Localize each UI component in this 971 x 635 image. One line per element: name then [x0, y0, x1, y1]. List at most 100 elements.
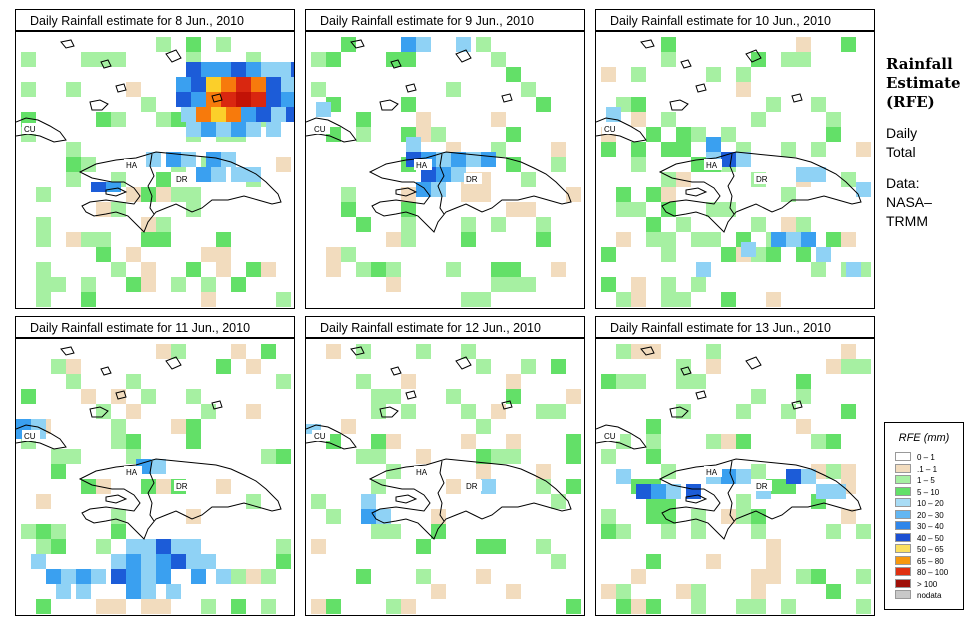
rain-cell-heavy — [186, 122, 201, 137]
rain-cell — [661, 247, 676, 262]
islet-4 — [115, 83, 127, 93]
islet-5 — [501, 93, 513, 103]
rain-cell — [506, 67, 521, 82]
rain-cell — [171, 187, 186, 202]
map-svg: CU HA DR — [596, 37, 871, 307]
legend-label: 5 – 10 — [917, 487, 940, 497]
rain-cell — [781, 187, 796, 202]
islet-2 — [100, 366, 112, 376]
rain-cell — [156, 479, 171, 494]
country-label-ha: HA — [416, 161, 428, 170]
panel-title: Daily Rainfall estimate for 10 Jun., 201… — [595, 9, 875, 31]
legend-item: 30 – 40 — [895, 521, 944, 532]
rain-cell — [551, 494, 566, 509]
rain-cell — [676, 359, 691, 374]
label-bg — [312, 123, 330, 134]
rain-cell — [811, 262, 826, 277]
panel-title: Daily Rainfall estimate for 13 Jun., 201… — [595, 316, 875, 338]
rain-cell — [276, 374, 291, 389]
rain-cell-heavy — [856, 182, 871, 197]
rain-cell — [536, 479, 551, 494]
rainfall-map: CU HA DR — [305, 31, 585, 309]
rain-cell-heavy — [91, 569, 106, 584]
rain-cell — [326, 509, 341, 524]
rain-cell — [721, 434, 736, 449]
rain-cell — [566, 479, 581, 494]
rain-cell — [616, 524, 631, 539]
rain-cell-heavy — [126, 539, 141, 554]
rain-cell — [51, 449, 66, 464]
rain-cell — [156, 217, 171, 232]
rain-cell-heavy — [706, 137, 721, 152]
data-source: Data: NASA– TRMM — [886, 174, 971, 231]
panel-jun-9: Daily Rainfall estimate for 9 Jun., 2010… — [305, 9, 585, 309]
rain-cell — [201, 292, 216, 307]
rain-cell — [141, 277, 156, 292]
rain-cell — [401, 97, 416, 112]
rain-cell — [616, 292, 631, 307]
legend-label: 50 – 65 — [917, 545, 944, 554]
rain-cell — [491, 539, 506, 554]
rfe-title-2: Estimate — [886, 74, 961, 92]
rain-cell — [676, 404, 691, 419]
rain-cell — [506, 584, 521, 599]
rain-cell-heavy — [721, 469, 736, 484]
rain-cell — [521, 277, 536, 292]
rain-cell — [461, 217, 476, 232]
rain-cell — [826, 232, 841, 247]
legend-label: .1 – 1 — [917, 464, 938, 474]
rain-cell — [691, 599, 706, 614]
rain-cell-heavy — [141, 569, 156, 584]
rain-cell-heavy — [251, 92, 266, 107]
rain-cell — [646, 449, 661, 464]
rain-cell — [111, 599, 126, 614]
island-jamaica — [669, 406, 689, 418]
map-svg: CU HA DR — [306, 37, 581, 307]
islet-3 — [455, 49, 472, 63]
legend-swatch — [895, 532, 911, 542]
rain-cell-heavy — [291, 62, 294, 77]
rain-cell-heavy — [196, 167, 211, 182]
gonave-island — [685, 494, 708, 504]
label-bg — [22, 430, 40, 441]
rain-cell — [476, 359, 491, 374]
map-svg: CU HA DR — [16, 344, 291, 614]
rain-cell — [461, 344, 476, 359]
rain-cell — [551, 262, 566, 277]
rain-cell — [691, 374, 706, 389]
rain-cell — [371, 404, 386, 419]
rain-cell — [326, 247, 341, 262]
rain-cell — [341, 187, 356, 202]
rain-cell — [601, 67, 616, 82]
rain-cell — [796, 374, 811, 389]
rain-cell — [201, 277, 216, 292]
rain-cell — [36, 262, 51, 277]
legend-item: nodata — [895, 590, 941, 601]
rain-cell-heavy — [816, 247, 831, 262]
rain-cell — [51, 464, 66, 479]
rain-cell — [661, 232, 676, 247]
rain-cell — [476, 569, 491, 584]
rain-cell — [326, 599, 341, 614]
rain-cell-heavy — [376, 509, 391, 524]
rain-cell — [646, 232, 661, 247]
legend-swatch — [895, 555, 911, 565]
rain-cell-heavy — [186, 554, 201, 569]
label-bg — [754, 173, 772, 184]
rain-cell — [186, 262, 201, 277]
rain-cell — [416, 344, 431, 359]
islet-1 — [60, 39, 75, 49]
rain-cell-heavy — [241, 107, 256, 122]
rain-cell-heavy — [811, 167, 826, 182]
rain-cell — [126, 247, 141, 262]
rain-cell — [141, 97, 156, 112]
rain-cell — [461, 404, 476, 419]
rain-cell-heavy — [481, 152, 496, 167]
legend-swatch — [895, 475, 911, 484]
rain-cell — [156, 232, 171, 247]
island-jamaica — [89, 406, 109, 418]
rain-cell — [36, 539, 51, 554]
rain-cell-heavy — [736, 469, 751, 484]
haiti-dr-border — [727, 460, 735, 522]
rain-cell — [231, 569, 246, 584]
